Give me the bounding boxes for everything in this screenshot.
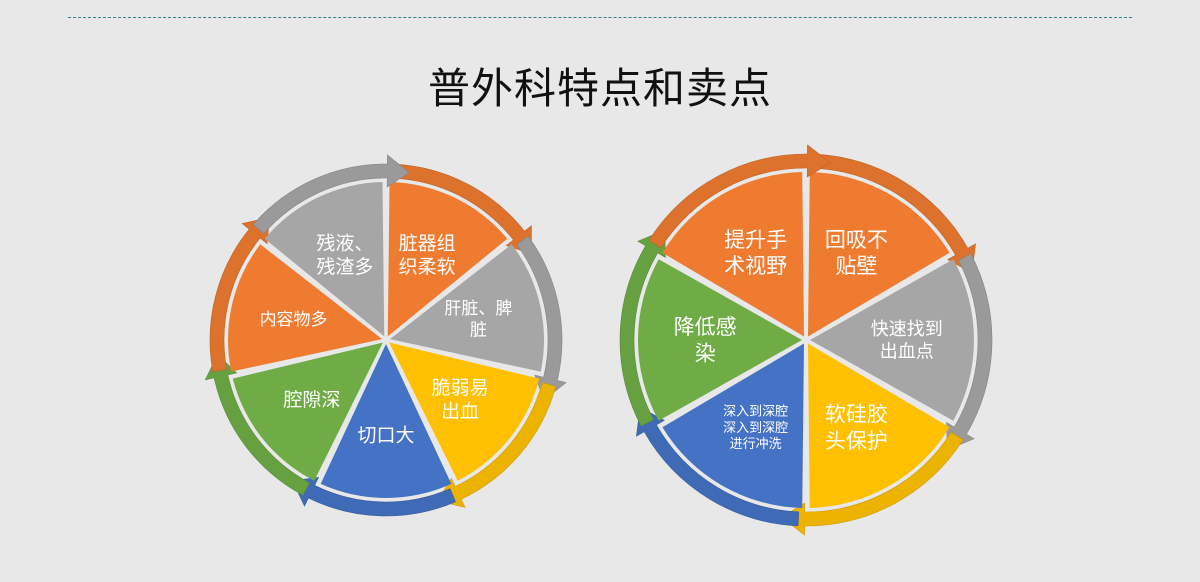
right-wedge bbox=[808, 172, 950, 337]
left-label-line: 脆弱易 bbox=[432, 377, 489, 399]
right-label-line: 降低感 bbox=[674, 315, 737, 339]
right-segment-2: 快速找到出血点 bbox=[810, 253, 993, 451]
right-label-line: 快速找到 bbox=[871, 319, 943, 340]
left-label-line: 脏 bbox=[470, 320, 487, 340]
right-label-line: 染 bbox=[695, 341, 716, 365]
left-label-line: 切口大 bbox=[357, 424, 414, 446]
left-wedge bbox=[264, 182, 385, 337]
right-label: 降低感染 bbox=[674, 315, 737, 365]
right-label: 快速找到出血点 bbox=[871, 319, 943, 363]
right-label-line: 贴壁 bbox=[835, 254, 877, 278]
right-wedge bbox=[662, 172, 804, 337]
left-label: 脆弱易出血 bbox=[432, 377, 489, 423]
left-label: 残液、残渣多 bbox=[316, 232, 373, 278]
left-label-line: 出血 bbox=[441, 401, 479, 423]
right-label-line: 软硅胶 bbox=[825, 403, 888, 427]
right-arrow bbox=[946, 253, 993, 451]
right-cycle-diagram: 回吸不贴壁快速找到出血点软硅胶头保护深入到深腔深入到深腔进行冲洗降低感染提升手术… bbox=[619, 144, 993, 536]
left-label-line: 肝脏、脾 bbox=[444, 299, 512, 319]
left-label-line: 腔隙深 bbox=[283, 389, 340, 411]
right-wedge bbox=[638, 259, 802, 421]
left-label: 切口大 bbox=[357, 424, 414, 446]
right-label: 深入到深腔深入到深腔进行冲洗 bbox=[723, 405, 788, 453]
left-segment-2: 肝脏、脾脏 bbox=[389, 235, 567, 401]
left-label-line: 残液、 bbox=[316, 232, 373, 254]
left-wedge bbox=[320, 344, 452, 498]
right-arrow bbox=[780, 431, 964, 536]
left-label: 腔隙深 bbox=[283, 389, 340, 411]
right-label-line: 深入到深腔 bbox=[723, 405, 788, 420]
left-wedge bbox=[232, 342, 383, 481]
right-segment-3: 软硅胶头保护 bbox=[780, 343, 964, 536]
right-wedge bbox=[810, 259, 975, 421]
left-label: 脏器组织柔软 bbox=[399, 232, 456, 278]
top-dashed-rule bbox=[68, 17, 1132, 18]
left-label-line: 内容物多 bbox=[260, 310, 328, 330]
left-arrow bbox=[204, 354, 310, 496]
left-label-line: 织柔软 bbox=[399, 256, 456, 278]
right-label-line: 进行冲洗 bbox=[730, 437, 782, 452]
right-wedge bbox=[808, 343, 950, 508]
left-label-line: 残渣多 bbox=[316, 256, 373, 278]
right-label-line: 回吸不 bbox=[825, 228, 888, 252]
left-segment-4: 切口大 bbox=[292, 344, 456, 517]
right-label-line: 出血点 bbox=[880, 342, 934, 363]
left-wedge bbox=[389, 342, 540, 481]
right-label-line: 深入到深腔 bbox=[723, 421, 788, 436]
right-label-line: 术视野 bbox=[724, 254, 787, 278]
left-wedge bbox=[228, 244, 383, 372]
left-label: 肝脏、脾脏 bbox=[444, 299, 512, 340]
right-label-line: 提升手 bbox=[724, 228, 787, 252]
left-wedge bbox=[389, 244, 544, 372]
right-label-line: 头保护 bbox=[825, 429, 888, 453]
left-label-line: 脏器组 bbox=[399, 232, 456, 254]
left-arrow bbox=[516, 235, 567, 401]
left-arrow bbox=[252, 154, 410, 235]
right-segment-5: 降低感染 bbox=[619, 229, 802, 427]
right-label: 软硅胶头保护 bbox=[825, 403, 888, 453]
left-segment-7: 残液、残渣多 bbox=[252, 154, 410, 337]
left-arrow bbox=[292, 476, 456, 517]
left-segment-5: 腔隙深 bbox=[204, 342, 383, 496]
right-wedge bbox=[662, 343, 804, 508]
right-label: 回吸不贴壁 bbox=[825, 228, 888, 278]
left-wedge bbox=[387, 182, 508, 337]
left-label: 内容物多 bbox=[260, 310, 328, 330]
page-title: 普外科特点和卖点 bbox=[427, 64, 772, 113]
right-segment-6: 提升手术视野 bbox=[648, 144, 832, 337]
right-arrow bbox=[619, 229, 666, 427]
right-arrow bbox=[648, 144, 832, 249]
right-label: 提升手术视野 bbox=[724, 228, 787, 278]
